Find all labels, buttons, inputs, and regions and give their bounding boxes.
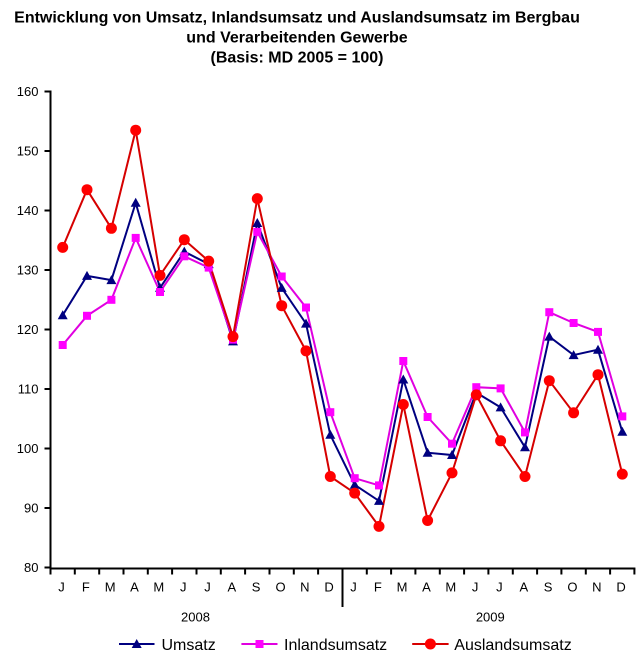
svg-text:D: D: [616, 580, 625, 595]
svg-text:80: 80: [24, 560, 38, 575]
svg-text:D: D: [324, 580, 333, 595]
svg-text:M: M: [445, 580, 456, 595]
svg-text:J: J: [472, 580, 479, 595]
svg-text:120: 120: [17, 322, 39, 337]
svg-text:N: N: [592, 580, 601, 595]
svg-text:J: J: [496, 580, 503, 595]
svg-text:S: S: [252, 580, 261, 595]
svg-text:2009: 2009: [476, 609, 505, 624]
svg-text:M: M: [397, 580, 408, 595]
svg-text:J: J: [350, 580, 357, 595]
svg-text:150: 150: [17, 144, 39, 159]
svg-text:J: J: [204, 580, 211, 595]
svg-text:N: N: [300, 580, 309, 595]
svg-text:M: M: [153, 580, 164, 595]
svg-text:90: 90: [24, 501, 38, 516]
svg-text:M: M: [105, 580, 116, 595]
svg-text:J: J: [180, 580, 187, 595]
svg-text:S: S: [544, 580, 553, 595]
svg-text:J: J: [58, 580, 65, 595]
svg-text:A: A: [519, 580, 528, 595]
svg-text:100: 100: [17, 441, 39, 456]
svg-text:Umsatz: Umsatz: [162, 637, 216, 654]
svg-text:Inlandsumsatz: Inlandsumsatz: [284, 637, 387, 654]
svg-text:und Verarbeitenden Gewerbe: und Verarbeitenden Gewerbe: [186, 30, 408, 47]
svg-text:2008: 2008: [181, 609, 210, 624]
svg-text:140: 140: [17, 203, 39, 218]
svg-text:110: 110: [18, 382, 39, 397]
svg-text:O: O: [275, 580, 285, 595]
svg-text:O: O: [567, 580, 577, 595]
svg-text:F: F: [82, 580, 90, 595]
svg-text:F: F: [374, 580, 382, 595]
svg-text:Auslandsumsatz: Auslandsumsatz: [454, 637, 571, 654]
svg-text:(Basis: MD 2005 = 100): (Basis: MD 2005 = 100): [211, 50, 384, 67]
svg-text:A: A: [227, 580, 236, 595]
svg-text:130: 130: [17, 263, 39, 278]
svg-text:Entwicklung von Umsatz, Inland: Entwicklung von Umsatz, Inlandsumsatz un…: [14, 10, 580, 27]
svg-text:A: A: [422, 580, 431, 595]
svg-text:160: 160: [17, 84, 39, 99]
svg-text:A: A: [130, 580, 139, 595]
